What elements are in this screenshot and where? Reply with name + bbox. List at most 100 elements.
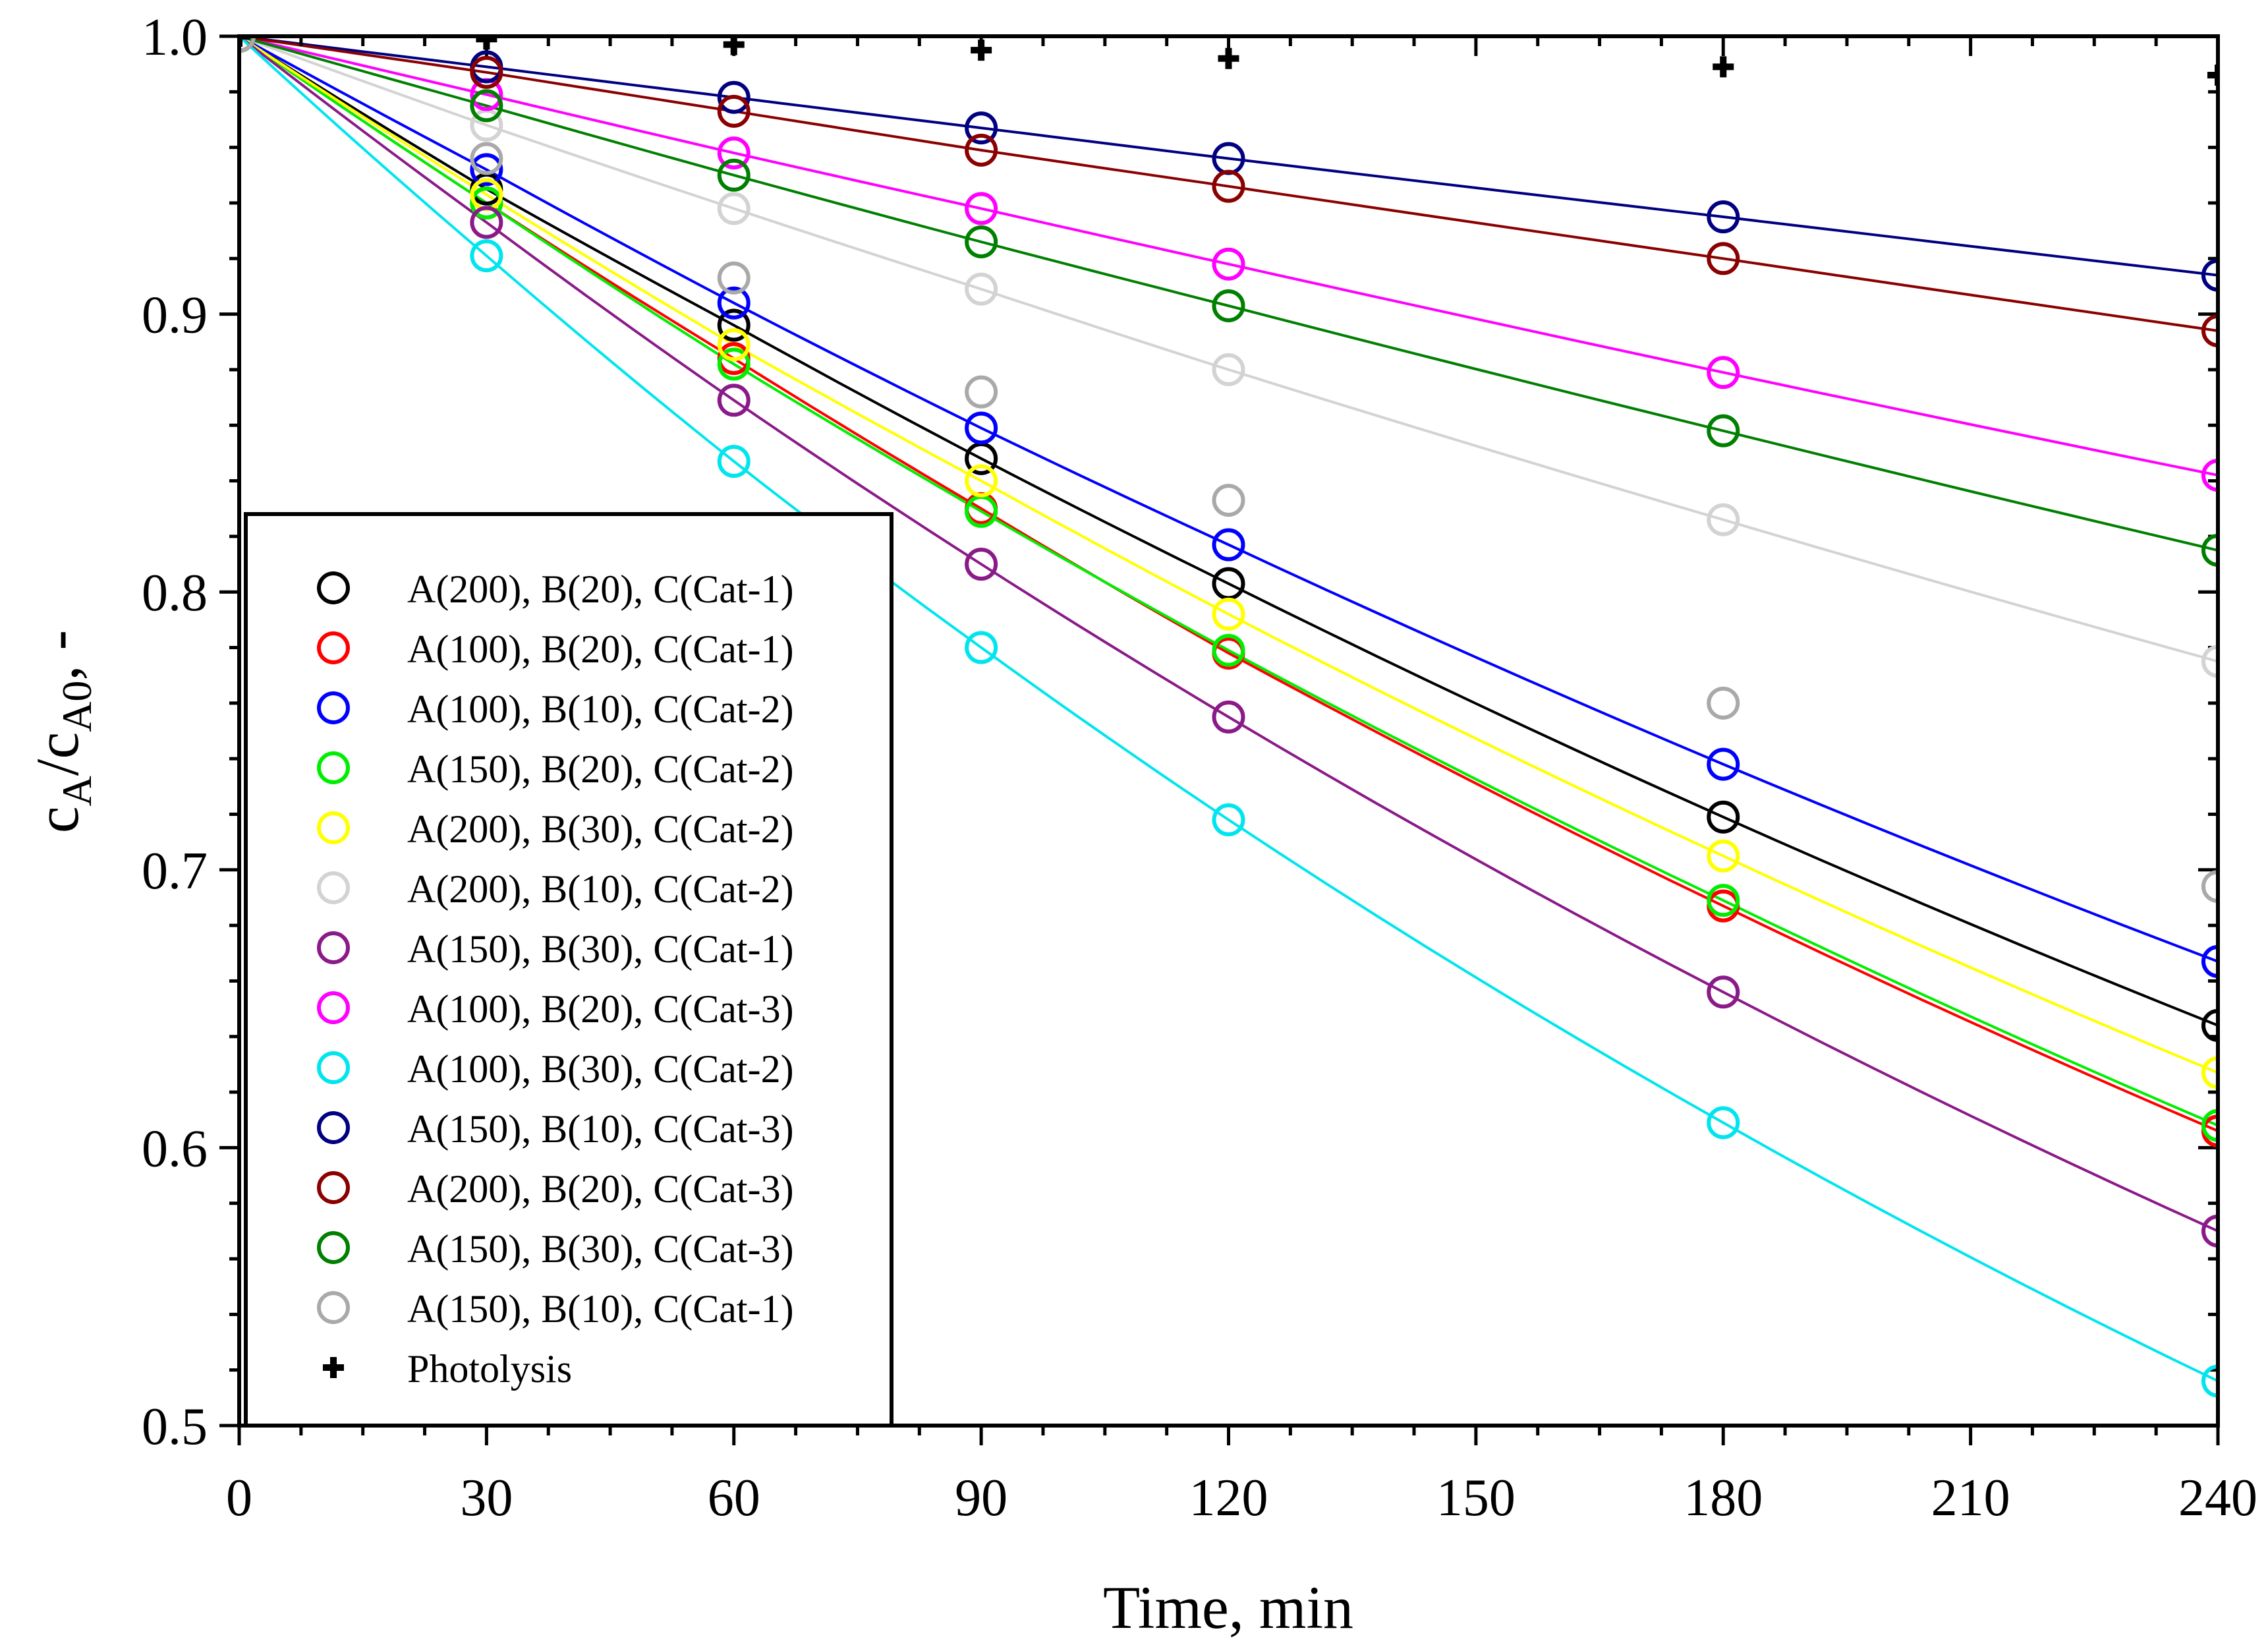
data-point [470, 206, 503, 239]
data-point [2201, 944, 2218, 978]
legend-marker [317, 1231, 350, 1264]
data-point [470, 153, 503, 187]
data-point [1212, 633, 1245, 667]
legend: A(200), B(20), C(Cat-1) A(100), B(20), C(… [244, 512, 893, 1428]
data-point [2201, 1364, 2218, 1398]
data-point [717, 94, 751, 128]
x-tick-label: 240 [2178, 1469, 2257, 1527]
y-label-sub-a: A [53, 776, 100, 806]
data-point [1707, 800, 1740, 834]
legend-label: A(150), B(10), C(Cat-1) [407, 1287, 794, 1331]
data-point [965, 133, 998, 167]
data-point [2201, 314, 2218, 347]
legend-box [244, 512, 893, 1428]
data-point [1707, 1106, 1740, 1140]
x-tick-label: 120 [1189, 1469, 1268, 1527]
data-point [717, 308, 751, 342]
legend-label: A(100), B(20), C(Cat-3) [407, 987, 794, 1031]
data-point [965, 464, 998, 498]
series-line [239, 36, 2218, 477]
data-point [1707, 356, 1740, 390]
x-tick-label: 0 [226, 1469, 252, 1527]
legend-label: A(150), B(20), C(Cat-2) [407, 747, 794, 791]
data-point [1707, 975, 1740, 1009]
data-point [1212, 353, 1245, 386]
x-tick-label: 150 [1436, 1469, 1516, 1527]
series-line [239, 36, 2218, 1383]
y-tick-label: 0.6 [142, 1120, 208, 1178]
data-point [2201, 533, 2218, 567]
data-point [1707, 242, 1740, 275]
data-point [1707, 200, 1740, 234]
data-point [1707, 414, 1740, 448]
legend-marker [323, 1357, 344, 1378]
data-point [2201, 1214, 2218, 1248]
legend-label: A(100), B(10), C(Cat-2) [407, 687, 794, 731]
series-line [239, 36, 2218, 663]
data-point [1212, 803, 1245, 836]
data-point [717, 445, 751, 478]
data-point [965, 192, 998, 225]
x-tick-label: 210 [1931, 1469, 2010, 1527]
data-point [965, 375, 998, 409]
legend-marker [317, 751, 350, 784]
x-axis-label: Time, min [1103, 1574, 1353, 1641]
data-point [717, 136, 751, 170]
data-point [2201, 870, 2218, 904]
legend-label: A(150), B(30), C(Cat-1) [407, 927, 794, 971]
data-point [2201, 258, 2218, 292]
data-point [717, 158, 751, 192]
data-point [717, 286, 751, 320]
legend-marker [317, 1291, 350, 1324]
data-point [2201, 645, 2218, 678]
data-point [1212, 528, 1245, 562]
plot-frame [237, 34, 2220, 1428]
y-label-sub-a0: A0 [53, 680, 100, 732]
data-point [965, 631, 998, 664]
series-line [239, 36, 2218, 1232]
legend-marker [317, 1051, 350, 1084]
data-point [717, 384, 751, 417]
data-point [965, 411, 998, 445]
data-point-plus [1218, 47, 1239, 69]
data-point [470, 142, 503, 175]
legend-marker [317, 691, 350, 724]
legend-label: A(200), B(30), C(Cat-2) [407, 807, 794, 851]
data-point [2201, 1109, 2218, 1142]
legend-marker [317, 1111, 350, 1144]
series-line [239, 36, 2218, 552]
y-label-slash: /c [24, 732, 91, 776]
legend-marker [317, 631, 350, 664]
y-tick-label: 0.9 [142, 287, 208, 345]
data-point [2201, 459, 2218, 492]
legend-marker [317, 991, 350, 1024]
data-point-plus [476, 36, 497, 50]
data-markers [239, 36, 2218, 1398]
x-tick-label: 180 [1684, 1469, 1763, 1527]
data-point [1707, 839, 1740, 873]
series-line [239, 36, 2218, 963]
data-point [470, 186, 503, 219]
data-point [717, 328, 751, 361]
data-point [1707, 884, 1740, 917]
legend-label: A(200), B(20), C(Cat-3) [407, 1167, 794, 1211]
data-point [965, 225, 998, 258]
legend-label: A(200), B(20), C(Cat-1) [407, 567, 794, 611]
data-point [965, 272, 998, 306]
series-line [239, 36, 2218, 277]
data-point [470, 239, 503, 273]
data-point [717, 347, 751, 381]
y-tick-label: 0.5 [142, 1398, 208, 1456]
y-label-c: c [24, 806, 91, 833]
data-point [1707, 503, 1740, 536]
legend-label: Photolysis [407, 1347, 572, 1391]
data-point [1707, 686, 1740, 720]
data-point [2201, 1056, 2218, 1089]
legend-marker [317, 571, 350, 604]
legend-label: A(100), B(20), C(Cat-1) [407, 627, 794, 671]
data-point [470, 89, 503, 123]
legend-marker [317, 811, 350, 844]
y-label-suffix: , - [24, 630, 91, 681]
data-point [965, 111, 998, 145]
x-tick-label: 30 [460, 1469, 513, 1527]
